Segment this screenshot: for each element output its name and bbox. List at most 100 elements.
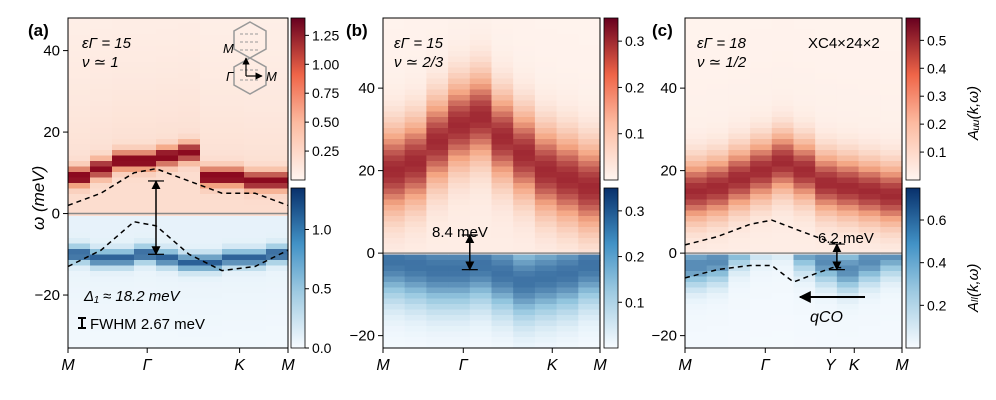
heatmap-cell	[112, 342, 135, 349]
heatmap-cell	[112, 23, 135, 30]
heatmap-cell	[68, 111, 91, 118]
heatmap-cell	[771, 45, 795, 52]
heatmap-cell	[771, 276, 795, 283]
heatmap-cell	[513, 84, 536, 91]
heatmap-cell	[266, 221, 289, 228]
heatmap-cell	[513, 199, 536, 206]
heatmap-cell	[156, 320, 179, 327]
heatmap-cell	[156, 29, 179, 36]
heatmap-cell	[793, 172, 816, 179]
heatmap-cell	[491, 183, 514, 190]
heatmap-cell	[404, 29, 427, 36]
heatmap-cell	[156, 95, 179, 102]
heatmap-cell	[513, 67, 536, 74]
heatmap-cell	[836, 166, 860, 173]
heatmap-cell	[815, 67, 838, 74]
heatmap-cell	[815, 331, 838, 338]
heatmap-cell	[448, 298, 471, 305]
heatmap-cell	[222, 326, 245, 333]
heatmap-cell	[815, 276, 838, 283]
heatmap-cell	[858, 139, 881, 146]
heatmap-cell	[880, 128, 903, 135]
heatmap-cell	[404, 232, 427, 239]
heatmap-cell	[134, 331, 157, 338]
heatmap-cell	[534, 144, 558, 151]
heatmap-cell	[858, 265, 881, 272]
heatmap-cell	[90, 194, 113, 201]
heatmap-cell	[836, 23, 860, 30]
heatmap-cell	[90, 337, 113, 344]
heatmap-cell	[771, 199, 795, 206]
heatmap-cell	[491, 133, 514, 140]
heatmap-cell	[156, 249, 179, 256]
heatmap-cell	[880, 34, 903, 41]
heatmap-cell	[685, 29, 708, 36]
heatmap-cell	[178, 232, 201, 239]
heatmap-cell	[244, 40, 267, 47]
heatmap-cell	[880, 227, 903, 234]
heatmap-cell	[685, 122, 708, 129]
heatmap-cell	[404, 18, 427, 25]
heatmap-cell	[222, 51, 245, 58]
heatmap-cell	[200, 249, 223, 256]
heatmap-cell	[513, 337, 536, 344]
heatmap-cell	[771, 117, 795, 124]
heatmap-cell	[134, 166, 157, 173]
heatmap-cell	[750, 232, 773, 239]
heatmap-cell	[534, 183, 558, 190]
heatmap-cell	[266, 216, 289, 223]
heatmap-cell	[134, 177, 157, 184]
heatmap-cell	[112, 287, 135, 294]
heatmap-cell	[858, 199, 881, 206]
heatmap-cell	[491, 188, 514, 195]
heatmap-cell	[771, 238, 795, 245]
heatmap-cell	[750, 29, 773, 36]
heatmap-cell	[112, 40, 135, 47]
heatmap-cell	[383, 265, 406, 272]
heatmap-cell	[134, 298, 157, 305]
heatmap-cell	[426, 265, 449, 272]
heatmap-cell	[178, 106, 201, 113]
heatmap-cell	[880, 18, 903, 25]
heatmap-cell	[815, 342, 838, 349]
heatmap-cell	[771, 205, 795, 212]
heatmap-cell	[200, 29, 223, 36]
heatmap-cell	[156, 150, 179, 157]
heatmap-cell	[728, 56, 751, 63]
heatmap-cell	[90, 271, 113, 278]
heatmap-cell	[244, 227, 267, 234]
heatmap-cell	[222, 89, 245, 96]
heatmap-cell	[771, 40, 795, 47]
heatmap-cell	[578, 62, 601, 69]
heatmap-cell	[426, 249, 449, 256]
heatmap-cell	[426, 254, 449, 261]
heatmap-cell	[222, 254, 245, 261]
heatmap-cell	[685, 45, 708, 52]
heatmap-cell	[706, 238, 729, 245]
heatmap-cell	[513, 342, 536, 349]
heatmap-cell	[178, 271, 201, 278]
heatmap-cell	[244, 122, 267, 129]
heatmap-cell	[266, 128, 289, 135]
heatmap-cell	[244, 254, 267, 261]
heatmap-cell	[728, 216, 751, 223]
heatmap-cell	[244, 315, 267, 322]
heatmap-cell	[750, 95, 773, 102]
heatmap-cell	[156, 62, 179, 69]
heatmap-cell	[469, 304, 493, 311]
heatmap-cell	[112, 106, 135, 113]
heatmap-cell	[112, 161, 135, 168]
heatmap-cell	[222, 122, 245, 129]
heatmap-cell	[556, 40, 579, 47]
heatmap-cell	[685, 276, 708, 283]
heatmap-cell	[426, 29, 449, 36]
heatmap-cell	[266, 111, 289, 118]
heatmap-cell	[404, 331, 427, 338]
heatmap-cell	[404, 238, 427, 245]
heatmap-cell	[491, 18, 514, 25]
heatmap-cell	[556, 144, 579, 151]
heatmap-cell	[200, 315, 223, 322]
heatmap-cell	[793, 166, 816, 173]
heatmap-cell	[491, 144, 514, 151]
